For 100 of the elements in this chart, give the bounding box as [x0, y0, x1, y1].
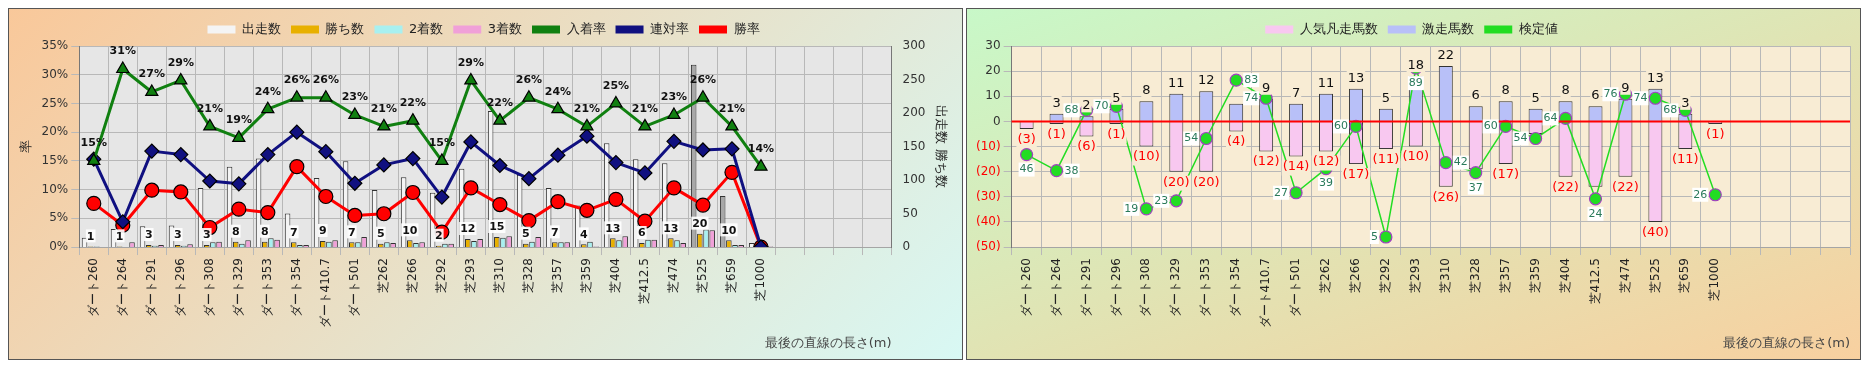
data-label: 22%	[399, 96, 427, 110]
y-tick-label: 20%	[41, 124, 69, 139]
x-tick-label: 芝328	[1467, 258, 1482, 293]
y-tick-label: 10%	[41, 181, 69, 196]
data-label: 8	[260, 225, 269, 239]
x-tick-label: ダート354	[1228, 258, 1243, 317]
data-label: 25%	[602, 78, 630, 92]
data-label: 8	[1142, 82, 1151, 98]
data-label: 46	[1019, 162, 1034, 176]
legend-label: 勝ち数	[325, 20, 365, 36]
data-label: 23%	[660, 90, 688, 104]
legend-label: 勝率	[733, 20, 760, 36]
data-label: (17)	[1342, 165, 1370, 181]
data-label: 5	[521, 227, 530, 241]
data-label: 6	[1591, 87, 1600, 103]
y-tick-label: 30%	[41, 66, 69, 81]
data-label: 54	[1513, 131, 1528, 145]
y-tick-label: (10)	[975, 138, 1001, 153]
data-label: 68	[1663, 103, 1678, 117]
data-label: 24%	[254, 84, 281, 98]
data-label: 27%	[138, 67, 165, 81]
data-label: 3	[1681, 94, 1690, 110]
x-tick-label: 芝404	[608, 258, 623, 293]
data-label: 9	[1262, 79, 1271, 95]
data-label: 21%	[573, 101, 601, 115]
y2-axis-title: 出走数 勝ち数	[933, 105, 949, 188]
y2-tick-label: 300	[902, 38, 926, 53]
data-label: 19	[1124, 201, 1139, 215]
data-label: 11	[1168, 74, 1185, 90]
y-tick-label: (40)	[975, 214, 1001, 229]
y-tick-label: 10	[985, 88, 1001, 103]
data-label: 29%	[167, 55, 194, 69]
data-label: 12	[1197, 72, 1215, 88]
x-tick-label: ダート260	[85, 258, 100, 317]
data-label: 5	[1381, 89, 1391, 105]
x-tick-label: ダート353	[1198, 258, 1213, 317]
x-tick-label: 芝1000	[1707, 258, 1722, 301]
x-tick-label: ダート264	[114, 258, 129, 317]
data-label: 37	[1468, 180, 1483, 194]
x-tick-label: ダート296	[1108, 258, 1123, 317]
data-label: (3)	[1017, 130, 1036, 146]
x-tick-label: ダート501	[346, 258, 361, 317]
x-tick-label: 芝293	[1407, 258, 1422, 293]
x-tick-label: ダート329	[230, 258, 245, 317]
x-tick-label: ダート264	[1048, 258, 1063, 317]
x-tick-label: 芝266	[404, 258, 419, 293]
x-tick-label: ダート308	[201, 258, 216, 317]
data-label: 2	[434, 229, 443, 243]
x-tick-label: ダート291	[143, 258, 158, 317]
legend-label: 3着数	[487, 20, 523, 36]
x-tick-label: 芝359	[579, 258, 594, 293]
legend-label: 入着率	[566, 20, 606, 36]
y-tick-label: 30	[985, 38, 1001, 53]
x-tick-label: 芝292	[434, 258, 448, 293]
x-tick-label: 芝474	[1617, 258, 1632, 293]
x-tick-label: 芝293	[463, 258, 477, 293]
data-label: 22%	[486, 96, 514, 110]
x-tick-label: 芝474	[666, 258, 681, 293]
data-label: 5	[1112, 89, 1121, 105]
data-label: 38	[1064, 163, 1079, 177]
data-label: 8	[1501, 82, 1510, 98]
data-label: 23%	[341, 90, 369, 104]
x-tick-label: 芝525	[695, 258, 710, 293]
x-tick-label: ダート410.7	[317, 258, 332, 329]
data-label: 8	[1561, 82, 1570, 98]
x-tick-label: ダート410.7	[1258, 258, 1273, 329]
data-label: (22)	[1612, 178, 1639, 194]
y-tick-label: (20)	[975, 163, 1001, 178]
x-tick-label: 芝412.5	[637, 258, 652, 305]
data-label: 3	[173, 228, 182, 242]
x-tick-label: 芝659	[1677, 258, 1692, 293]
x-tick-label: 芝412.5	[1587, 258, 1602, 305]
y-tick-label: 0	[992, 113, 1001, 128]
data-label: 54	[1184, 131, 1199, 145]
data-label: (1)	[1107, 125, 1126, 141]
data-label: 22	[1437, 46, 1455, 62]
data-label: 21%	[631, 101, 659, 115]
data-label: 1	[115, 229, 124, 243]
y-tick-label: 15%	[41, 153, 69, 168]
x-tick-label: 芝525	[1647, 258, 1662, 293]
data-label: 76	[1603, 87, 1618, 101]
x-tick-label: 芝659	[724, 258, 739, 293]
data-label: 12	[460, 222, 476, 236]
data-label: 27	[1274, 185, 1289, 199]
data-label: 89	[1408, 75, 1423, 89]
data-label: (11)	[1671, 150, 1699, 166]
data-label: 31%	[109, 44, 136, 58]
data-label: 74	[1244, 91, 1259, 105]
data-label: 26%	[283, 73, 310, 87]
y-tick-label: 35%	[41, 38, 69, 53]
x-tick-label: ダート260	[1018, 258, 1033, 317]
data-label: 10	[721, 223, 737, 237]
data-label: 60	[1333, 119, 1348, 133]
data-label: (20)	[1192, 173, 1220, 189]
data-label: (1)	[1706, 125, 1725, 141]
y-tick-label: 25%	[41, 95, 69, 110]
data-label: (14)	[1282, 158, 1310, 174]
x-tick-label: 芝310	[1437, 258, 1452, 293]
x-tick-label: 芝266	[1348, 258, 1363, 293]
data-label: 20	[692, 217, 708, 230]
